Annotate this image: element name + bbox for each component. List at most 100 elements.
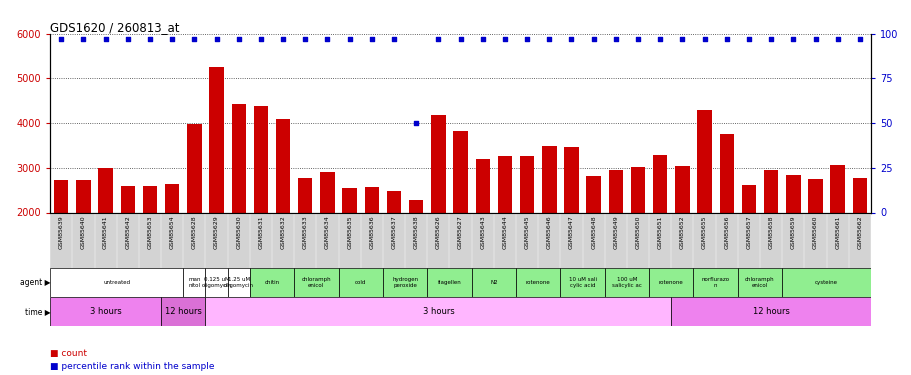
Point xyxy=(741,36,755,42)
Text: time ▶: time ▶ xyxy=(25,307,50,316)
Point xyxy=(807,36,822,42)
Point xyxy=(76,36,90,42)
Bar xyxy=(649,268,692,297)
Bar xyxy=(231,104,246,213)
Text: 12 hours: 12 hours xyxy=(752,307,789,316)
Point xyxy=(475,36,489,42)
Text: GSM85637: GSM85637 xyxy=(391,215,396,249)
Text: ■ percentile rank within the sample: ■ percentile rank within the sample xyxy=(50,362,214,371)
Bar xyxy=(408,200,423,213)
Bar xyxy=(497,156,512,213)
Bar xyxy=(120,186,135,213)
Text: rotenone: rotenone xyxy=(526,280,550,285)
Bar xyxy=(453,131,467,213)
Bar xyxy=(54,180,68,213)
Bar xyxy=(253,106,268,213)
Bar xyxy=(807,178,822,213)
Text: GSM85626: GSM85626 xyxy=(435,215,440,249)
Text: rotenone: rotenone xyxy=(659,280,683,285)
Point xyxy=(142,36,157,42)
Bar xyxy=(564,147,578,213)
Text: GSM85634: GSM85634 xyxy=(324,215,330,249)
Text: 3 hours: 3 hours xyxy=(89,307,121,316)
Bar xyxy=(77,180,90,213)
Bar xyxy=(692,268,737,297)
Text: GSM85653: GSM85653 xyxy=(148,215,152,249)
Text: GSM85658: GSM85658 xyxy=(768,215,773,249)
Point xyxy=(209,36,223,42)
Bar xyxy=(187,124,201,213)
Bar xyxy=(737,268,782,297)
Bar xyxy=(763,171,777,213)
Point xyxy=(697,36,711,42)
Text: GSM85661: GSM85661 xyxy=(834,215,839,249)
Bar xyxy=(383,268,427,297)
Text: GSM85649: GSM85649 xyxy=(613,215,618,249)
Point xyxy=(763,36,778,42)
Bar xyxy=(161,297,205,326)
Text: hydrogen
peroxide: hydrogen peroxide xyxy=(392,277,418,288)
Text: GSM85644: GSM85644 xyxy=(502,215,507,249)
Text: GSM85654: GSM85654 xyxy=(169,215,175,249)
Point xyxy=(564,36,578,42)
Text: untreated: untreated xyxy=(103,280,130,285)
Bar xyxy=(471,268,516,297)
Text: man
nitol: man nitol xyxy=(188,277,200,288)
Bar xyxy=(338,268,383,297)
Bar xyxy=(386,191,401,213)
Text: GSM85631: GSM85631 xyxy=(258,215,263,249)
Text: GSM85628: GSM85628 xyxy=(191,215,197,249)
Point xyxy=(608,36,622,42)
Point xyxy=(98,36,113,42)
Text: GSM85660: GSM85660 xyxy=(812,215,817,249)
Point xyxy=(674,36,689,42)
Text: GSM85633: GSM85633 xyxy=(302,215,307,249)
Bar xyxy=(431,115,445,213)
Bar xyxy=(364,187,379,213)
Bar xyxy=(250,268,294,297)
Point xyxy=(120,36,135,42)
Point xyxy=(187,36,201,42)
Bar xyxy=(697,110,711,213)
Bar xyxy=(320,172,334,213)
Text: GSM85648: GSM85648 xyxy=(590,215,596,249)
Text: chloramph
enicol: chloramph enicol xyxy=(744,277,774,288)
Bar xyxy=(670,297,870,326)
Point xyxy=(298,36,312,42)
Bar xyxy=(143,186,157,213)
Bar xyxy=(342,188,356,213)
Bar xyxy=(782,268,870,297)
Text: GSM85652: GSM85652 xyxy=(680,215,684,249)
Point xyxy=(541,36,556,42)
Bar xyxy=(183,268,205,297)
Bar xyxy=(785,175,800,213)
Point xyxy=(342,36,356,42)
Bar xyxy=(830,165,844,213)
Text: GSM85632: GSM85632 xyxy=(281,215,285,249)
Bar xyxy=(541,146,556,213)
Bar xyxy=(719,134,733,213)
Text: GSM85635: GSM85635 xyxy=(347,215,352,249)
Text: N2: N2 xyxy=(489,280,497,285)
Text: GSM85646: GSM85646 xyxy=(547,215,551,249)
Point xyxy=(320,36,334,42)
Bar xyxy=(205,297,670,326)
Point xyxy=(519,36,534,42)
Text: 100 uM
salicylic ac: 100 uM salicylic ac xyxy=(611,277,641,288)
Bar xyxy=(475,159,489,213)
Bar xyxy=(427,268,471,297)
Point xyxy=(719,36,733,42)
Text: GSM85657: GSM85657 xyxy=(745,215,751,249)
Text: ■ count: ■ count xyxy=(50,349,87,358)
Bar xyxy=(228,268,250,297)
Text: agent ▶: agent ▶ xyxy=(20,278,50,287)
Text: 0.125 uM
oligomycin: 0.125 uM oligomycin xyxy=(201,277,231,288)
Point xyxy=(497,36,512,42)
Text: GSM85640: GSM85640 xyxy=(81,215,86,249)
Bar xyxy=(519,156,534,213)
Bar xyxy=(604,268,649,297)
Text: chitin: chitin xyxy=(264,280,280,285)
Point xyxy=(408,120,423,126)
Point xyxy=(275,36,290,42)
Bar xyxy=(674,166,689,213)
